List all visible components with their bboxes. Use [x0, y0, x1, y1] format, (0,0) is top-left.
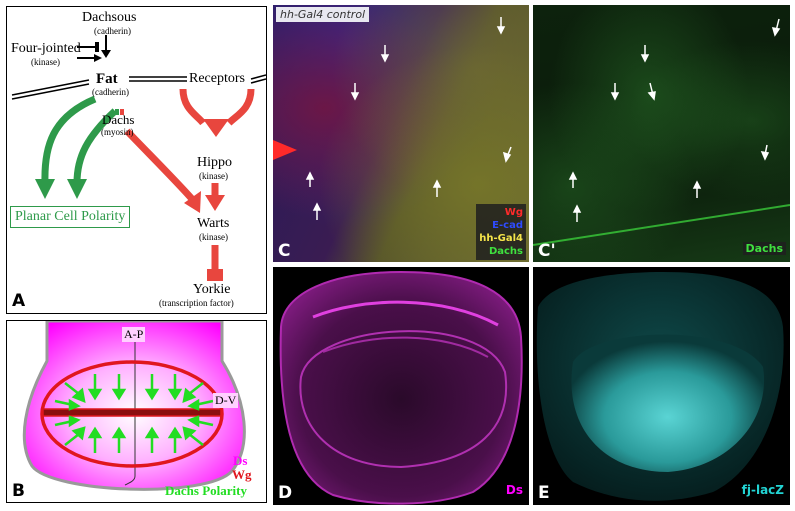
warts-sub: (kinase) [199, 232, 228, 242]
channel-label-ds: Ds [505, 483, 523, 497]
legend-hhgal4: hh-Gal4 [479, 233, 523, 244]
wing-disc-schematic [22, 321, 246, 491]
panel-d-label: D [278, 483, 293, 503]
legend-ecad: E-cad [492, 220, 523, 231]
panel-a: Dachsous (cadherin) Four-jointed (kinase… [6, 6, 267, 314]
panel-e-label: E [538, 483, 550, 503]
ap-label: A-P [122, 327, 146, 342]
panel-c-prime-label: C' [538, 241, 556, 261]
channel-label-c-prime: Dachs [742, 242, 786, 255]
dv-label: D-V [213, 393, 239, 408]
legend-wg: Wg [504, 207, 523, 218]
pcp-box: Planar Cell Polarity [10, 206, 131, 228]
wg-legend: Wg [232, 467, 252, 482]
hippo-label: Hippo [197, 155, 232, 170]
panel-e: fj-lacZ E [533, 267, 790, 505]
arrow-overlay-c-prime [533, 18, 790, 246]
panel-b: A-P D-V Ds Wg Dachs Polarity B [6, 320, 267, 503]
hippo-sub: (kinase) [199, 171, 228, 181]
fourjointed-label: Four-jointed [11, 41, 81, 56]
fat-label: Fat [96, 71, 118, 87]
legend-dachs: Dachs [488, 246, 523, 257]
dachsous-sub: (cadherin) [94, 26, 131, 36]
panel-c-prime: Dachs C' [533, 5, 790, 262]
panel-d: Ds D [273, 267, 529, 505]
ds-legend: Ds [233, 453, 248, 468]
dachsous-label: Dachsous [82, 10, 137, 25]
fat-sub: (cadherin) [92, 87, 129, 97]
micrograph-d [279, 270, 523, 505]
channel-label-fj: fj-lacZ [741, 483, 784, 497]
pathway-diagram [11, 35, 266, 281]
panel-c: hh-Gal4 control Wg E-cad hh-Gal4 Dachs C [273, 5, 529, 262]
panel-c-label: C [278, 241, 291, 261]
dachs-label: Dachs [102, 112, 135, 127]
receptors-label: Receptors [189, 71, 245, 86]
red-arrow-marker [273, 140, 297, 160]
yorkie-sub: (transcription factor) [159, 298, 234, 308]
panel-b-label: B [12, 481, 25, 501]
channel-legend-c: Wg E-cad hh-Gal4 Dachs [476, 204, 526, 260]
fourjointed-sub: (kinase) [31, 57, 60, 67]
dachs-polarity-legend: Dachs Polarity [165, 483, 247, 498]
dachs-sub: (myosin) [101, 127, 134, 137]
panel-a-label: A [12, 291, 26, 311]
warts-label: Warts [197, 216, 230, 231]
panel-c-title: hh-Gal4 control [276, 7, 370, 22]
micrograph-e [536, 272, 784, 501]
yorkie-label: Yorkie [193, 282, 231, 297]
arrow-overlay-c [273, 17, 512, 220]
micrograph-c-prime [533, 5, 790, 262]
